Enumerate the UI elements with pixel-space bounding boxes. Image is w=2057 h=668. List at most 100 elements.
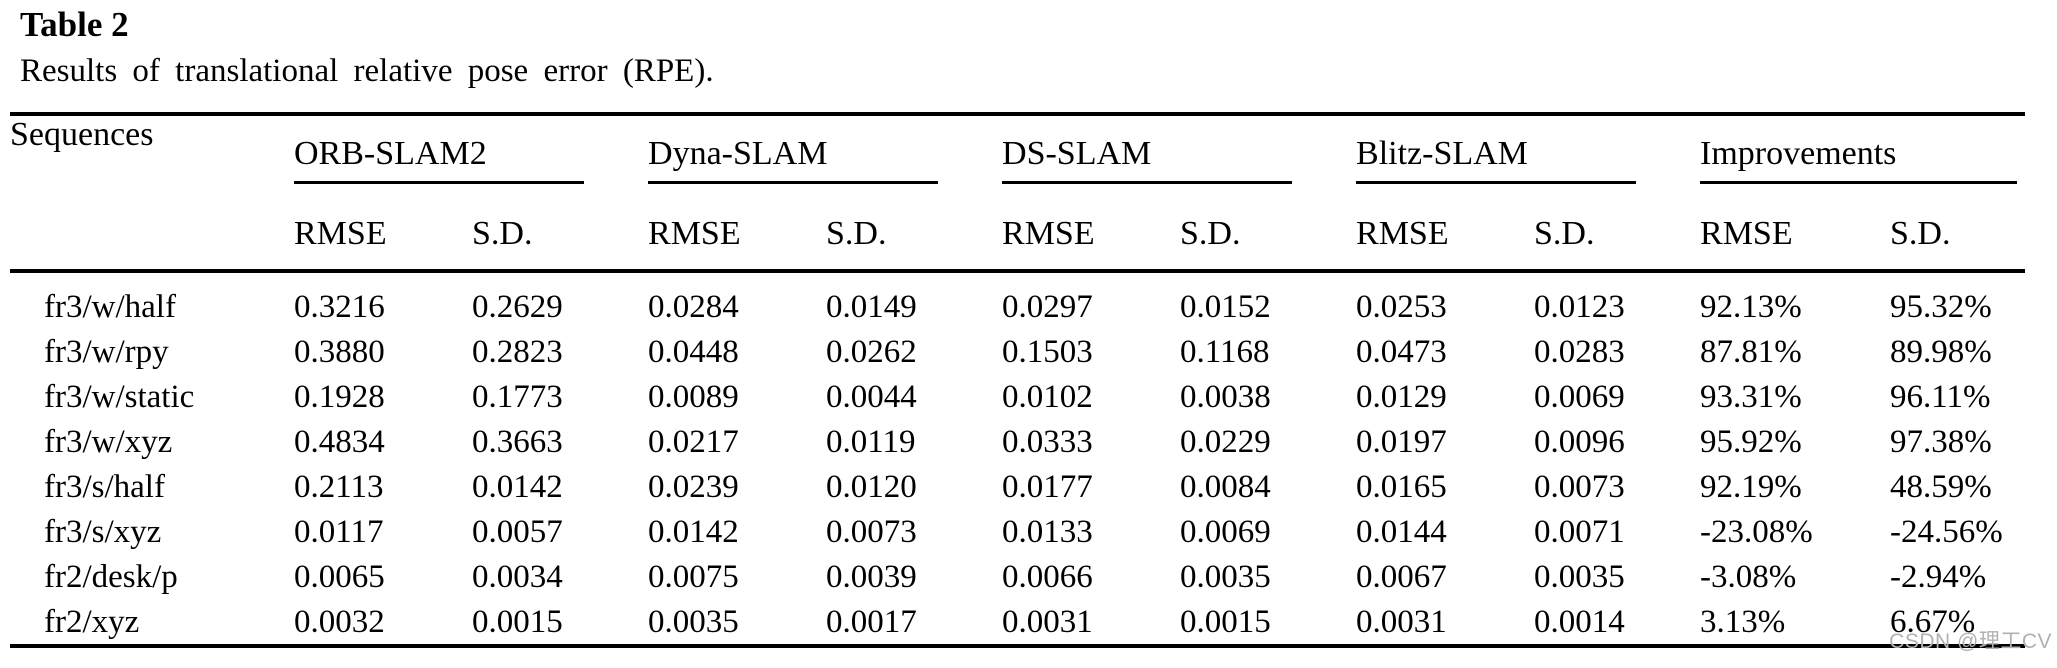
- value-cell: 0.1168: [1180, 334, 1270, 370]
- value-cell: 0.0197: [1356, 424, 1447, 460]
- value-cell: 0.0473: [1356, 334, 1447, 370]
- value-cell: 0.0035: [648, 604, 739, 640]
- value-cell: 0.0217: [648, 424, 739, 460]
- value-cell: 0.0015: [472, 604, 563, 640]
- table-row: fr3/w/xyz 0.4834 0.3663 0.0217 0.0119 0.0333 0…: [10, 420, 2025, 465]
- sequence-cell: fr3/w/xyz: [44, 424, 173, 460]
- value-cell: 0.0067: [1356, 559, 1447, 595]
- value-cell: 0.0034: [472, 559, 563, 595]
- table-row: fr3/s/half 0.2113 0.0142 0.0239 0.0120 0.0177…: [10, 465, 2025, 510]
- column-header-sd: S.D.: [826, 184, 1003, 273]
- value-cell: 0.0262: [826, 334, 917, 370]
- sequence-cell: fr3/w/static: [44, 379, 195, 415]
- table-caption: Results of translational relative pose e…: [20, 53, 714, 89]
- value-cell: 0.0069: [1534, 379, 1625, 415]
- table-row: fr2/desk/p 0.0065 0.0034 0.0075 0.0039 0.0066…: [10, 555, 2025, 600]
- group-header-improvements: Improvements: [1700, 116, 2025, 184]
- value-cell: 0.0239: [648, 469, 739, 505]
- value-cell: 0.0044: [826, 379, 917, 415]
- value-cell: 0.0142: [648, 514, 739, 550]
- value-cell: 0.0123: [1534, 289, 1625, 325]
- column-header-sd: S.D.: [1890, 184, 2026, 273]
- sequence-cell: fr2/xyz: [44, 604, 140, 640]
- column-header-rmse: RMSE: [1356, 184, 1535, 273]
- value-cell: 0.0177: [1002, 469, 1093, 505]
- value-cell: 0.0065: [294, 559, 385, 595]
- value-cell: 0.0073: [1534, 469, 1625, 505]
- column-header-rmse: RMSE: [648, 184, 827, 273]
- value-cell: 0.0075: [648, 559, 739, 595]
- value-cell: 0.0120: [826, 469, 917, 505]
- value-cell: 0.0057: [472, 514, 563, 550]
- value-cell: 0.0144: [1356, 514, 1447, 550]
- sequence-cell: fr3/w/half: [44, 289, 176, 325]
- value-cell: -3.08%: [1700, 559, 1797, 595]
- value-cell: 0.0448: [648, 334, 739, 370]
- group-header-ds-slam: DS-SLAM: [1002, 116, 1356, 184]
- value-cell: 0.0133: [1002, 514, 1093, 550]
- column-header-rmse: RMSE: [1700, 184, 1891, 273]
- group-header-row: Sequences ORB-SLAM2 Dyna-SLAM DS-SLAM Bl…: [10, 116, 2025, 273]
- value-cell: 0.0129: [1356, 379, 1447, 415]
- value-cell: 0.0069: [1180, 514, 1271, 550]
- group-label: Blitz-SLAM: [1356, 116, 1637, 184]
- value-cell: 0.2113: [294, 469, 384, 505]
- value-cell: 0.0152: [1180, 289, 1271, 325]
- column-header-sd: S.D.: [472, 184, 649, 273]
- value-cell: 93.31%: [1700, 379, 1802, 415]
- value-cell: 0.0089: [648, 379, 739, 415]
- sequence-cell: fr3/s/xyz: [44, 514, 162, 550]
- column-header-rmse: RMSE: [294, 184, 472, 273]
- value-cell: 0.0165: [1356, 469, 1447, 505]
- group-header-blitz-slam: Blitz-SLAM: [1356, 116, 1700, 184]
- table-row: fr2/xyz 0.0032 0.0015 0.0035 0.0017 0.0031 0.0…: [10, 600, 2025, 645]
- value-cell: 97.38%: [1890, 424, 1992, 460]
- sequence-cell: fr2/desk/p: [44, 559, 178, 595]
- value-cell: 0.2823: [472, 334, 563, 370]
- value-cell: 0.0096: [1534, 424, 1625, 460]
- value-cell: -2.94%: [1890, 559, 1987, 595]
- value-cell: 95.92%: [1700, 424, 1802, 460]
- value-cell: 0.0284: [648, 289, 739, 325]
- value-cell: 0.0017: [826, 604, 917, 640]
- group-label: ORB-SLAM2: [294, 116, 585, 184]
- table-row: fr3/w/rpy 0.3880 0.2823 0.0448 0.0262 0.1503 0…: [10, 330, 2025, 375]
- value-cell: 6.67%: [1890, 604, 1976, 640]
- value-cell: 0.0039: [826, 559, 917, 595]
- value-cell: 0.0333: [1002, 424, 1093, 460]
- value-cell: 0.0297: [1002, 289, 1093, 325]
- value-cell: 96.11%: [1890, 379, 1991, 415]
- group-header-orb-slam2: ORB-SLAM2: [294, 116, 648, 184]
- value-cell: 87.81%: [1700, 334, 1802, 370]
- sequence-cell: fr3/s/half: [44, 469, 165, 505]
- value-cell: 92.13%: [1700, 289, 1802, 325]
- csdn-watermark: CSDN @理工CV: [1889, 630, 2052, 653]
- column-header-rmse: RMSE: [1002, 184, 1181, 273]
- table-row: fr3/w/static 0.1928 0.1773 0.0089 0.0044 0.01…: [10, 375, 2025, 420]
- value-cell: -24.56%: [1890, 514, 2003, 550]
- group-label: DS-SLAM: [1002, 116, 1293, 184]
- value-cell: 0.0117: [294, 514, 384, 550]
- table-row: fr3/w/half 0.3216 0.2629 0.0284 0.0149 0.0297…: [10, 271, 2025, 330]
- value-cell: 0.0142: [472, 469, 563, 505]
- value-cell: 0.0035: [1534, 559, 1625, 595]
- rpe-results-table: Sequences ORB-SLAM2 Dyna-SLAM DS-SLAM Bl…: [10, 116, 2026, 645]
- value-cell: 0.0031: [1356, 604, 1447, 640]
- value-cell: 92.19%: [1700, 469, 1802, 505]
- value-cell: 0.0066: [1002, 559, 1093, 595]
- column-header-sequences: Sequences: [10, 116, 294, 273]
- value-cell: 0.0084: [1180, 469, 1271, 505]
- table-title: Table 2: [20, 5, 129, 44]
- value-cell: 0.0119: [826, 424, 916, 460]
- value-cell: 0.0038: [1180, 379, 1271, 415]
- column-header-sd: S.D.: [1534, 184, 1701, 273]
- value-cell: 0.4834: [294, 424, 385, 460]
- sub-header-row: RMSE S.D. RMSE S.D. RMSE S.D. RMSE S.D. …: [10, 184, 2026, 273]
- value-cell: 0.0283: [1534, 334, 1625, 370]
- value-cell: 0.1773: [472, 379, 563, 415]
- value-cell: 0.0035: [1180, 559, 1271, 595]
- value-cell: 48.59%: [1890, 469, 1992, 505]
- value-cell: 0.0031: [1002, 604, 1093, 640]
- value-cell: 0.1503: [1002, 334, 1093, 370]
